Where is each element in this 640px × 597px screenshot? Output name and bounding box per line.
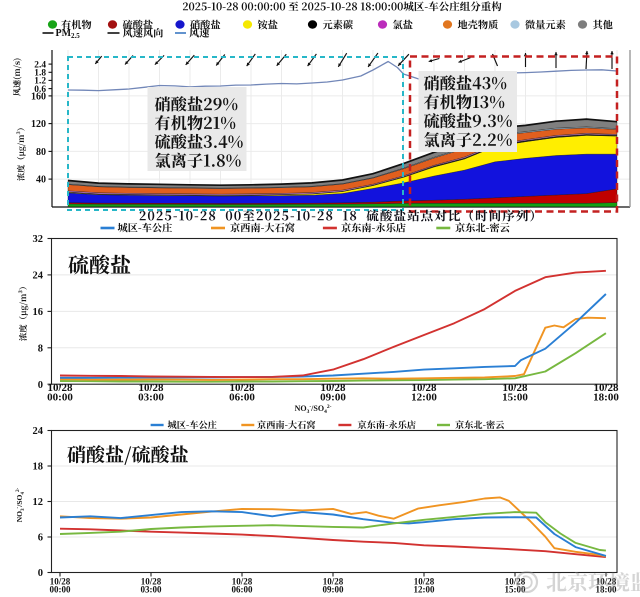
svg-text:10/28: 10/28	[320, 382, 346, 394]
svg-text:NO3-/SO42-: NO3-/SO42-	[295, 404, 332, 415]
svg-text:12:00: 12:00	[411, 391, 437, 403]
svg-text:10/28: 10/28	[596, 576, 617, 586]
svg-text:10/28: 10/28	[232, 576, 253, 586]
svg-text:18: 18	[33, 462, 44, 473]
svg-text:1.2: 1.2	[34, 77, 46, 87]
svg-text:10/28: 10/28	[505, 576, 526, 586]
svg-text:80: 80	[36, 147, 46, 158]
svg-text:18:00: 18:00	[593, 391, 619, 403]
svg-text:0: 0	[38, 380, 43, 391]
svg-text:10/28: 10/28	[411, 382, 437, 394]
svg-text:6: 6	[38, 533, 43, 544]
svg-text:10/28: 10/28	[47, 382, 73, 394]
svg-text:10/28: 10/28	[593, 382, 619, 394]
svg-text:10/28: 10/28	[50, 576, 71, 586]
svg-text:10/28: 10/28	[414, 576, 435, 586]
svg-text:0: 0	[38, 568, 43, 579]
svg-text:NO3-/SO42-: NO3-/SO42-	[15, 487, 26, 522]
svg-text:03:00: 03:00	[141, 585, 162, 595]
svg-text:12:00: 12:00	[414, 585, 435, 595]
svg-text:10/28: 10/28	[141, 576, 162, 586]
svg-text:00:00: 00:00	[50, 585, 71, 595]
svg-text:24: 24	[33, 271, 44, 282]
svg-text:32: 32	[33, 234, 44, 245]
svg-text:10/28: 10/28	[229, 382, 255, 394]
svg-text:18:00: 18:00	[596, 585, 617, 595]
svg-text:00:00: 00:00	[47, 391, 73, 403]
svg-text:PM: PM	[56, 28, 72, 39]
svg-text:0.6: 0.6	[34, 85, 46, 95]
svg-text:15:00: 15:00	[505, 585, 526, 595]
svg-text:09:00: 09:00	[320, 391, 346, 403]
svg-text:03:00: 03:00	[138, 391, 164, 403]
svg-text:2.5: 2.5	[71, 32, 80, 40]
svg-text:09:00: 09:00	[323, 585, 344, 595]
svg-text:160: 160	[31, 91, 46, 102]
svg-text:06:00: 06:00	[232, 585, 253, 595]
svg-text:24: 24	[33, 426, 44, 437]
svg-text:40: 40	[36, 175, 46, 186]
svg-text:16: 16	[33, 307, 44, 318]
svg-text:8: 8	[38, 343, 43, 354]
svg-text:120: 120	[31, 119, 46, 130]
svg-text:06:00: 06:00	[229, 391, 255, 403]
svg-text:12: 12	[33, 497, 44, 508]
svg-text:15:00: 15:00	[502, 391, 528, 403]
svg-text:2.4: 2.4	[34, 60, 46, 70]
svg-text:10/28: 10/28	[138, 382, 164, 394]
svg-text:10/28: 10/28	[502, 382, 528, 394]
svg-text:10/28: 10/28	[323, 576, 344, 586]
svg-text:1.8: 1.8	[34, 69, 46, 79]
